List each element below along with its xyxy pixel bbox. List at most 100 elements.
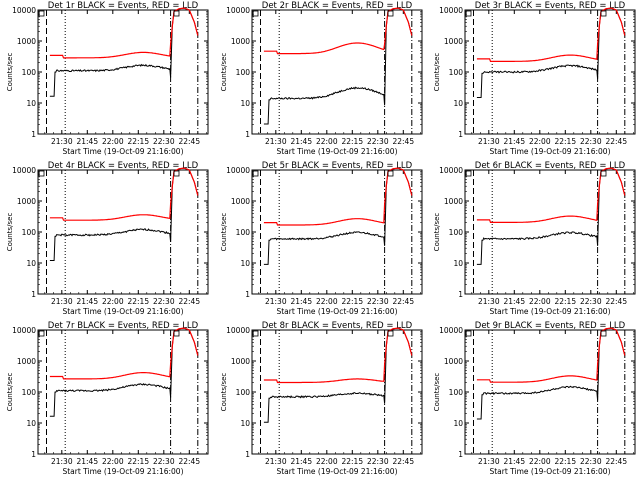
y-axis-label: Counts/sec [220, 373, 228, 412]
x-tick-label: 21:45 [76, 137, 98, 146]
events-series-line [263, 167, 413, 265]
events-series-line [263, 7, 413, 125]
y-tick-label: 1 [458, 450, 463, 459]
x-tick-label: 22:45 [605, 137, 627, 146]
x-tick-label: 22:15 [127, 297, 149, 306]
panel-title: Det 8r BLACK = Events, RED = LLD [262, 321, 413, 331]
y-tick-label: 1 [31, 290, 36, 299]
x-tick-label: 21:30 [478, 137, 500, 146]
events-series-line [476, 327, 626, 420]
y-tick-label: 100 [449, 68, 464, 77]
lld-series-line [476, 7, 626, 62]
y-tick-label: 100 [22, 228, 37, 237]
x-axis-label: Start Time (19-Oct-09 21:16:00) [276, 467, 397, 476]
panel-title: Det 7r BLACK = Events, RED = LLD [48, 321, 199, 331]
x-tick-label: 21:45 [503, 457, 525, 466]
x-tick-label: 21:45 [503, 137, 525, 146]
y-tick-label: 1000 [17, 197, 36, 206]
lld-series-line [476, 167, 626, 223]
box-marker [252, 10, 259, 17]
x-tick-label: 22:30 [367, 137, 389, 146]
x-tick-label: 22:45 [392, 137, 414, 146]
y-tick-label: 10000 [439, 6, 463, 15]
x-tick-label: 22:30 [153, 457, 175, 466]
chart-panel: Det 7r BLACK = Events, RED = LLD 1 10 100 10… [6, 321, 209, 476]
chart-panel: Det 2r BLACK = Events, RED = LLD 1 10 100 10… [220, 1, 423, 156]
x-tick-label: 22:15 [127, 137, 149, 146]
y-tick-label: 1 [458, 130, 463, 139]
x-tick-label: 22:45 [605, 297, 627, 306]
events-series-line [476, 167, 626, 265]
plot-frame [251, 9, 423, 135]
x-tick-label: 22:45 [178, 137, 200, 146]
x-tick-label: 22:15 [554, 457, 576, 466]
box-marker [600, 330, 607, 337]
box-marker [173, 10, 180, 17]
x-tick-label: 22:45 [392, 297, 414, 306]
y-tick-label: 10 [240, 419, 250, 428]
y-tick-label: 1000 [444, 37, 463, 46]
panel-title: Det 3r BLACK = Events, RED = LLD [475, 1, 626, 11]
y-tick-label: 10000 [12, 6, 36, 15]
box-marker [465, 170, 472, 177]
y-tick-label: 100 [449, 388, 464, 397]
y-tick-label: 10000 [226, 6, 250, 15]
y-tick-label: 10 [453, 99, 463, 108]
x-tick-label: 22:00 [316, 457, 338, 466]
x-tick-label: 21:30 [265, 297, 287, 306]
y-tick-label: 1 [245, 290, 250, 299]
panel-title: Det 1r BLACK = Events, RED = LLD [48, 1, 199, 11]
y-tick-label: 1 [245, 450, 250, 459]
plot-frame [251, 169, 423, 295]
x-tick-label: 22:30 [153, 297, 175, 306]
y-tick-label: 100 [22, 388, 37, 397]
y-tick-label: 10000 [12, 326, 36, 335]
x-tick-label: 22:45 [178, 297, 200, 306]
y-axis-label: Counts/sec [6, 373, 14, 412]
x-tick-label: 22:15 [341, 297, 363, 306]
box-marker [465, 10, 472, 17]
box-marker [38, 10, 45, 17]
x-tick-label: 21:30 [265, 137, 287, 146]
chart-panel: Det 3r BLACK = Events, RED = LLD 1 10 100 10… [433, 1, 636, 156]
x-tick-label: 22:30 [580, 297, 602, 306]
y-tick-label: 10000 [226, 166, 250, 175]
y-tick-label: 10000 [439, 166, 463, 175]
box-marker [387, 330, 394, 337]
box-marker [465, 330, 472, 337]
chart-panel: Det 1r BLACK = Events, RED = LLD 1 10 100 10… [6, 1, 209, 156]
x-tick-label: 21:45 [76, 297, 98, 306]
x-tick-label: 22:00 [102, 137, 124, 146]
x-tick-label: 22:15 [554, 297, 576, 306]
x-tick-label: 22:00 [529, 297, 551, 306]
x-tick-label: 22:30 [367, 297, 389, 306]
panel-title: Det 9r BLACK = Events, RED = LLD [475, 321, 626, 331]
box-marker [252, 170, 259, 177]
y-tick-label: 10 [240, 99, 250, 108]
box-marker [387, 170, 394, 177]
y-tick-label: 10000 [12, 166, 36, 175]
x-tick-label: 22:45 [178, 457, 200, 466]
x-axis-label: Start Time (19-Oct-09 21:16:00) [489, 467, 610, 476]
y-tick-label: 10 [26, 419, 36, 428]
y-tick-label: 10 [26, 259, 36, 268]
x-tick-label: 22:30 [580, 457, 602, 466]
y-axis-label: Counts/sec [6, 53, 14, 92]
chart-panel: Det 4r BLACK = Events, RED = LLD 1 10 100 10… [6, 161, 209, 316]
x-tick-label: 22:00 [316, 137, 338, 146]
y-tick-label: 10 [26, 99, 36, 108]
events-series-line [49, 167, 199, 261]
y-tick-label: 1 [31, 130, 36, 139]
x-tick-label: 21:45 [290, 137, 312, 146]
box-marker [173, 170, 180, 177]
box-marker [600, 10, 607, 17]
box-marker [600, 170, 607, 177]
plot-frame [37, 9, 209, 135]
panel-title: Det 4r BLACK = Events, RED = LLD [48, 161, 199, 171]
y-tick-label: 1000 [444, 197, 463, 206]
x-tick-label: 22:30 [367, 457, 389, 466]
y-tick-label: 100 [236, 388, 251, 397]
x-tick-label: 22:30 [153, 137, 175, 146]
x-tick-label: 22:15 [341, 137, 363, 146]
